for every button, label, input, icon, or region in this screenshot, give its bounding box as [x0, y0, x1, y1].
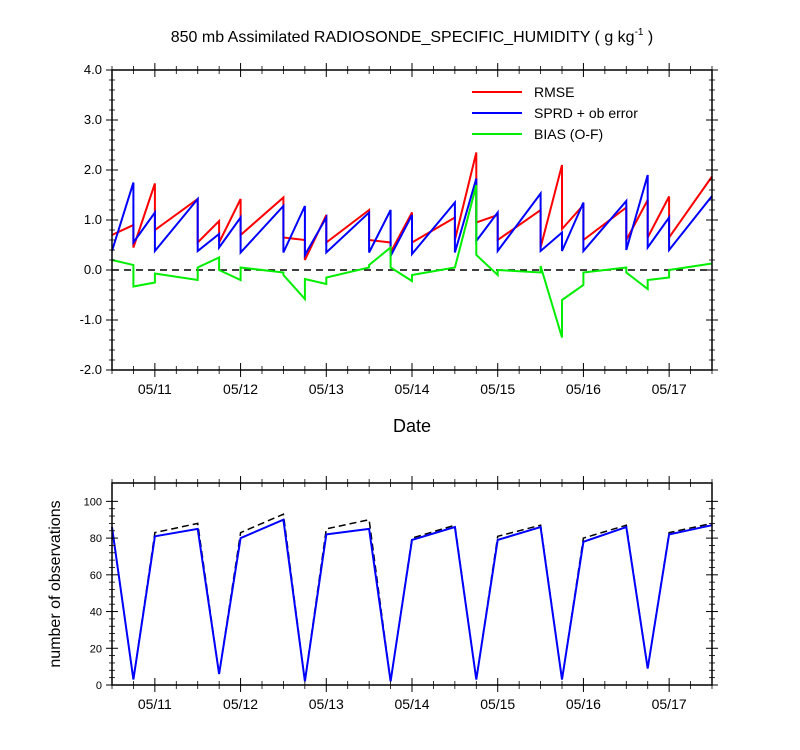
y-tick-label: 4.0: [84, 62, 102, 77]
title-prefix: 850 mb Assimilated RADIOSONDE_SPECIFIC_H…: [171, 29, 635, 46]
legend-label-rmse: RMSE: [534, 84, 574, 100]
x-tick-label: 05/17: [652, 381, 687, 397]
series-line-bias-o-f: [111, 184, 713, 338]
y-tick-label: 20: [90, 643, 102, 655]
y-tick-label: 60: [90, 570, 102, 582]
y-tick-label: -1.0: [80, 312, 102, 327]
x-tick-label: 05/12: [223, 381, 258, 397]
series-line-sprd-ob-error: [111, 174, 713, 259]
series-line-rmse: [111, 152, 713, 261]
x-axis-label: Date: [393, 416, 431, 436]
x-tick-label: 05/14: [394, 381, 429, 397]
x-tick-label: 05/13: [309, 381, 344, 397]
bottom-chart: 0 20 40 60 80 100 05/11 05/12 05/13 05/14 05/15 05/…: [47, 476, 718, 712]
chart-title: 850 mb Assimilated RADIOSONDE_SPECIFIC_H…: [171, 27, 654, 46]
y-tick-label: 0: [96, 680, 102, 692]
y-tick-label: 80: [90, 533, 102, 545]
y-tick-label: 1.0: [84, 212, 102, 227]
y-axis-label: number of observations: [47, 500, 64, 667]
x-tick-label: 05/11: [138, 381, 172, 397]
legend-label-bias-o-f: BIAS (O-F): [534, 126, 603, 142]
x-tick-label: 05/16: [566, 696, 601, 712]
x-tick-label: 05/11: [138, 696, 172, 712]
y-tick-label: 100: [84, 496, 102, 508]
y-tick-label: 3.0: [84, 112, 102, 127]
top-chart: -2.0 -1.0 0.0 1.0 2.0 3.0 4.0 05/11 05/12 05/13 05…: [80, 62, 718, 436]
title-superscript: -1: [635, 27, 644, 38]
y-tick-label: -2.0: [80, 362, 102, 377]
x-tick-label: 05/15: [480, 381, 515, 397]
y-tick-label: 0.0: [84, 262, 102, 277]
y-tick-label: 2.0: [84, 162, 102, 177]
x-tick-label: 05/12: [223, 696, 258, 712]
title-suffix: ): [643, 29, 653, 46]
legend-label-sprd-ob-error: SPRD + ob error: [534, 105, 638, 121]
x-tick-label: 05/16: [566, 381, 601, 397]
series-line-assimilated: [111, 518, 713, 682]
x-tick-label: 05/17: [652, 696, 687, 712]
plot-frame: [111, 482, 713, 686]
y-tick-label: 40: [90, 607, 102, 619]
x-tick-label: 05/15: [480, 696, 515, 712]
x-tick-label: 05/13: [309, 696, 344, 712]
x-tick-label: 05/14: [394, 696, 429, 712]
